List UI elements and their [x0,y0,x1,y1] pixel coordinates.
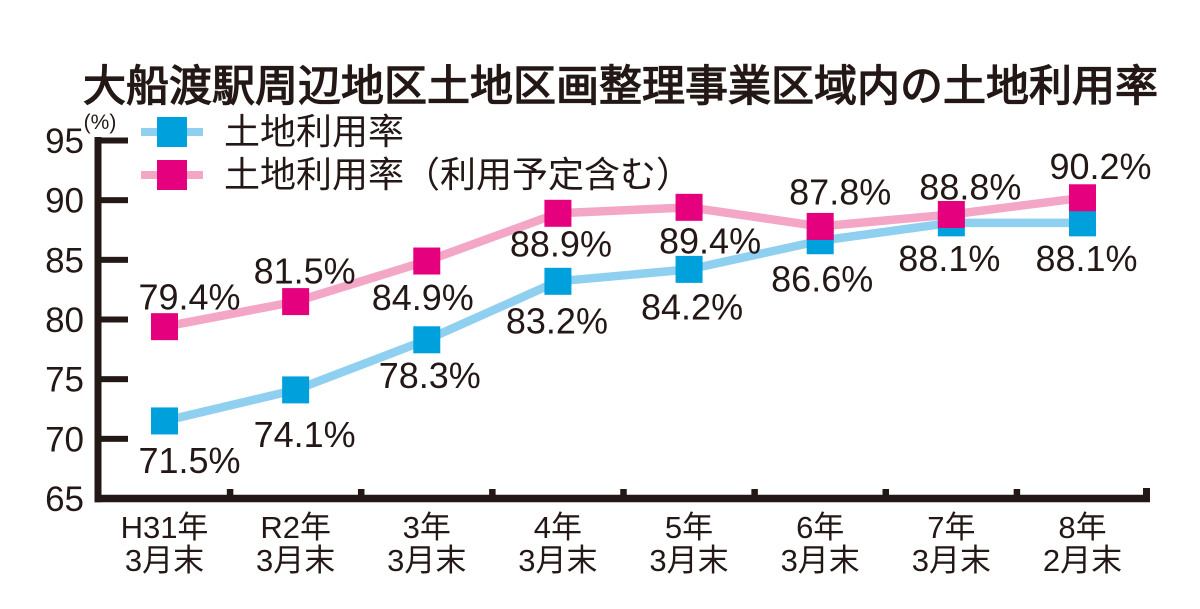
y-axis-tick-label: 65 [45,480,84,519]
data-point-marker [151,313,178,341]
y-axis-tick [98,316,128,323]
data-point-label: 79.4% [138,277,240,318]
x-axis-tick [489,489,496,499]
data-point-label: 89.4% [659,220,761,261]
x-axis-category-label: 4年 [534,510,582,545]
y-axis-tick-label: 95 [45,122,84,161]
x-axis-tick [620,489,627,499]
y-axis-tick-label: 85 [45,241,84,280]
data-point-label: 81.5% [254,251,356,292]
x-axis-tick [882,489,890,499]
x-axis-category-label: 3月末 [912,543,991,578]
x-axis-tick [1013,489,1021,499]
legend-item-land-use-planned: 土地利用率（利用予定含む） [141,154,693,195]
x-axis-category-label: 3月末 [518,543,597,578]
legend-swatch-pink [141,160,203,190]
series-line-1 [160,193,1087,331]
legend-item-land-use: 土地利用率 [141,111,692,152]
data-point-marker [1068,209,1096,237]
x-axis-tick [226,489,234,499]
data-point-label: 87.8% [789,171,891,212]
data-point-label: 78.3% [379,355,481,396]
data-point-label: 83.2% [506,300,608,341]
data-point-marker [151,407,178,435]
x-axis-tick [751,489,758,499]
data-point-marker [282,288,310,316]
y-axis-tick-label: 75 [45,361,84,400]
data-point-label: 71.5% [138,440,240,481]
x-axis-category-label: 6年 [796,510,844,545]
data-point-label: 84.2% [641,286,743,327]
data-point-label: 90.2% [1049,146,1151,187]
legend: 土地利用率 土地利用率（利用予定含む） [141,111,693,195]
legend-square-swatch [157,160,187,190]
data-point-label: 88.8% [919,166,1021,207]
y-axis-tick [98,376,128,383]
x-axis-category-label: 3月末 [649,543,728,578]
y-axis-tick-label: 90 [45,182,84,221]
data-point-marker [937,200,965,228]
x-axis-category-label: R2年 [260,510,331,545]
y-axis-tick [98,137,128,144]
chart-title: 大船渡駅周辺地区土地区画整理事業区域内の土地利用率 [83,64,1158,111]
data-point-label: 88.9% [510,223,612,264]
legend-square-swatch [157,117,187,147]
data-point-label: 88.1% [1035,238,1137,279]
x-axis-category-label: 5年 [665,510,713,545]
data-point-marker [413,247,441,275]
data-point-marker [544,267,572,295]
x-axis-category-label: 2月末 [1043,543,1122,578]
y-axis-tick [98,256,128,263]
x-axis-category-label: 3年 [403,510,451,545]
legend-swatch-blue [141,117,203,147]
y-axis-tick-label: 80 [45,301,84,340]
data-point-label: 86.6% [771,259,873,300]
x-axis-category-label: 3月末 [125,543,204,578]
data-point-label: 74.1% [254,414,356,455]
y-axis-unit-label: (%) [84,111,117,134]
x-axis-category-label: H31年 [121,510,209,545]
x-axis-category-label: 3月末 [781,543,860,578]
legend-label-land-use: 土地利用率 [224,111,405,152]
data-point-marker [1068,184,1096,212]
data-point-marker [806,212,834,240]
x-axis-category-label: 3月末 [256,543,335,578]
legend-label-land-use-planned: 土地利用率（利用予定含む） [224,154,693,195]
data-point-marker [413,326,441,354]
x-axis-end-tick [1143,488,1150,499]
data-point-marker [675,193,703,221]
series-line-0 [160,218,1087,426]
y-axis-tick-label: 70 [45,420,84,459]
data-point-marker [282,376,310,404]
y-axis-tick [98,197,128,204]
data-point-marker [544,199,572,227]
x-axis-tick [357,489,365,499]
x-axis-category-label: 8年 [1058,510,1106,545]
data-point-label: 84.9% [372,277,474,318]
y-axis-tick [98,435,128,442]
x-axis-category-label: 7年 [927,510,975,545]
x-axis-category-label: 3月末 [387,543,466,578]
data-point-marker [675,255,703,283]
data-point-label: 88.1% [898,238,1000,279]
